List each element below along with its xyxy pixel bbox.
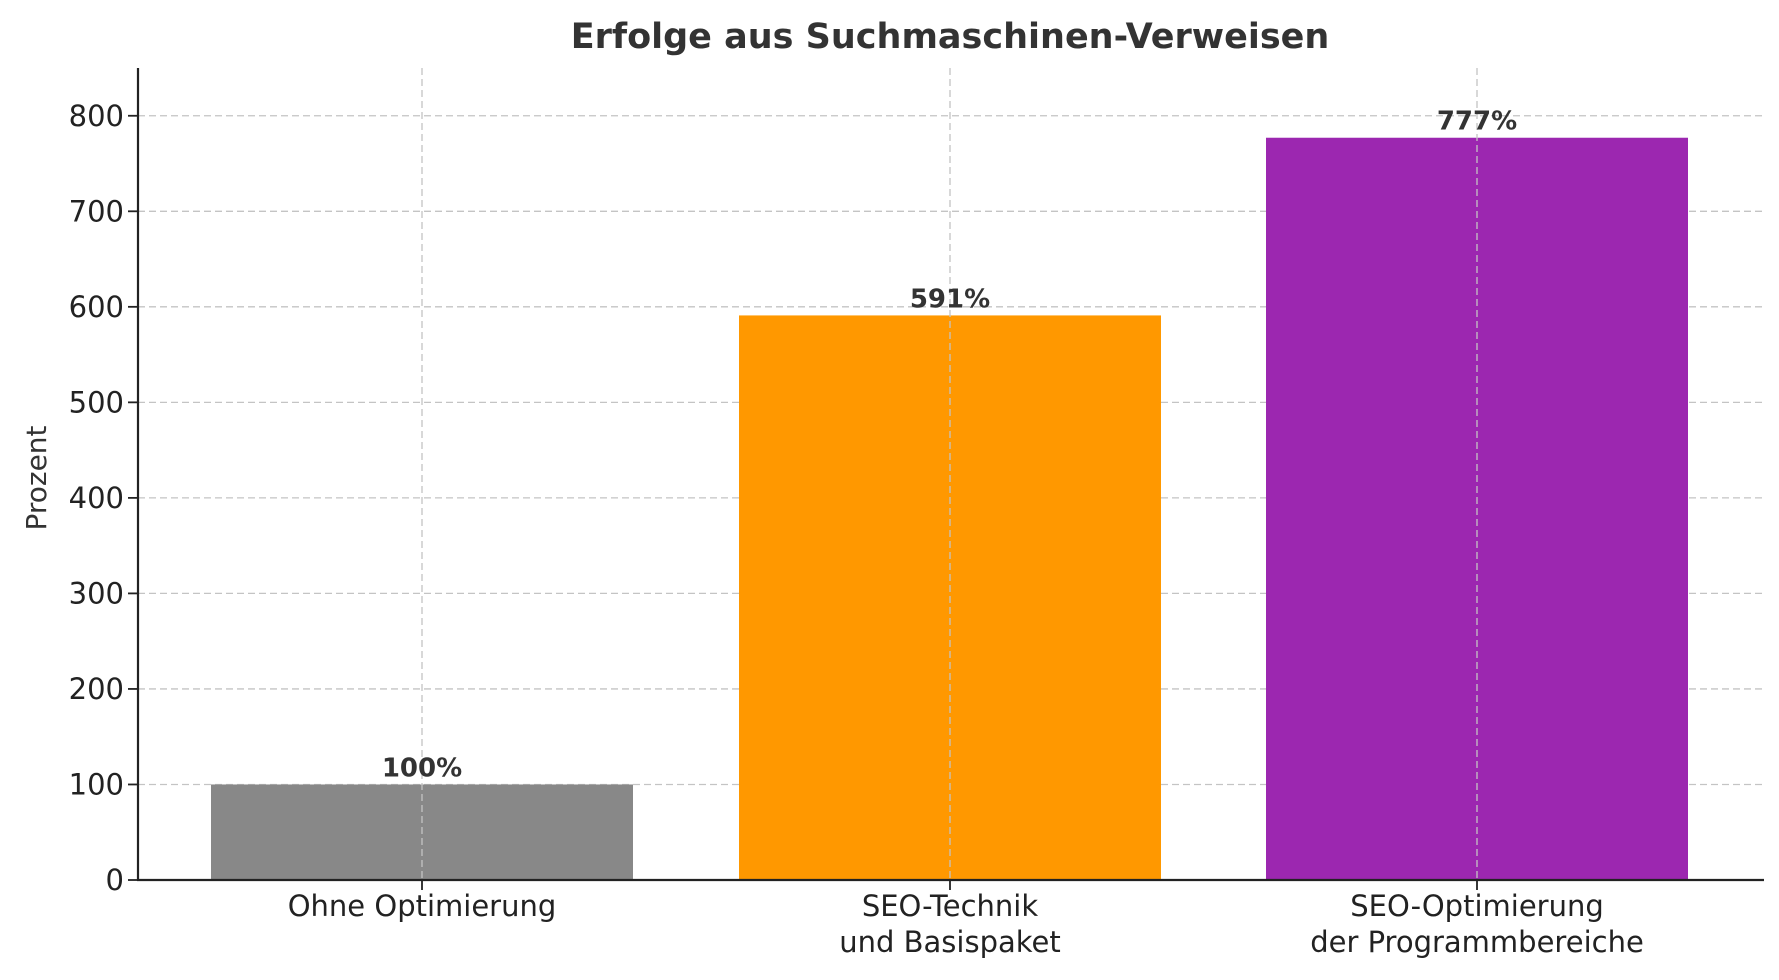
labels: 0 100 200 300 400 500 600 700 800 100% Ohne Optimi… — [69, 99, 1644, 959]
bar-value-label: 777% — [1437, 107, 1517, 137]
y-tick-label: 700 — [69, 194, 124, 228]
y-axis-label: Prozent — [20, 425, 53, 530]
y-tick-label: 100 — [69, 767, 124, 801]
vertical-grid — [421, 68, 1478, 880]
bar-value-label: 591% — [910, 284, 990, 314]
y-tick-label: 800 — [69, 99, 124, 133]
y-tick-label: 500 — [69, 385, 124, 419]
y-tick-label: 300 — [69, 576, 124, 610]
x-tick-label: SEO-Technik — [862, 889, 1039, 923]
y-tick-label: 400 — [69, 481, 124, 515]
x-tick-label: SEO-Optimierung — [1350, 889, 1604, 923]
y-tick-label: 600 — [69, 290, 124, 324]
y-tick-label: 0 — [106, 863, 124, 897]
bar-value-label: 100% — [382, 753, 462, 783]
x-tick-label: der Programmbereiche — [1310, 925, 1644, 959]
axes — [128, 68, 1764, 890]
chart-title: Erfolge aus Suchmaschinen-Verweisen — [571, 17, 1330, 57]
y-tick-label: 200 — [69, 672, 124, 706]
x-tick-label: und Basispaket — [839, 925, 1060, 959]
x-tick-label: Ohne Optimierung — [288, 889, 557, 923]
